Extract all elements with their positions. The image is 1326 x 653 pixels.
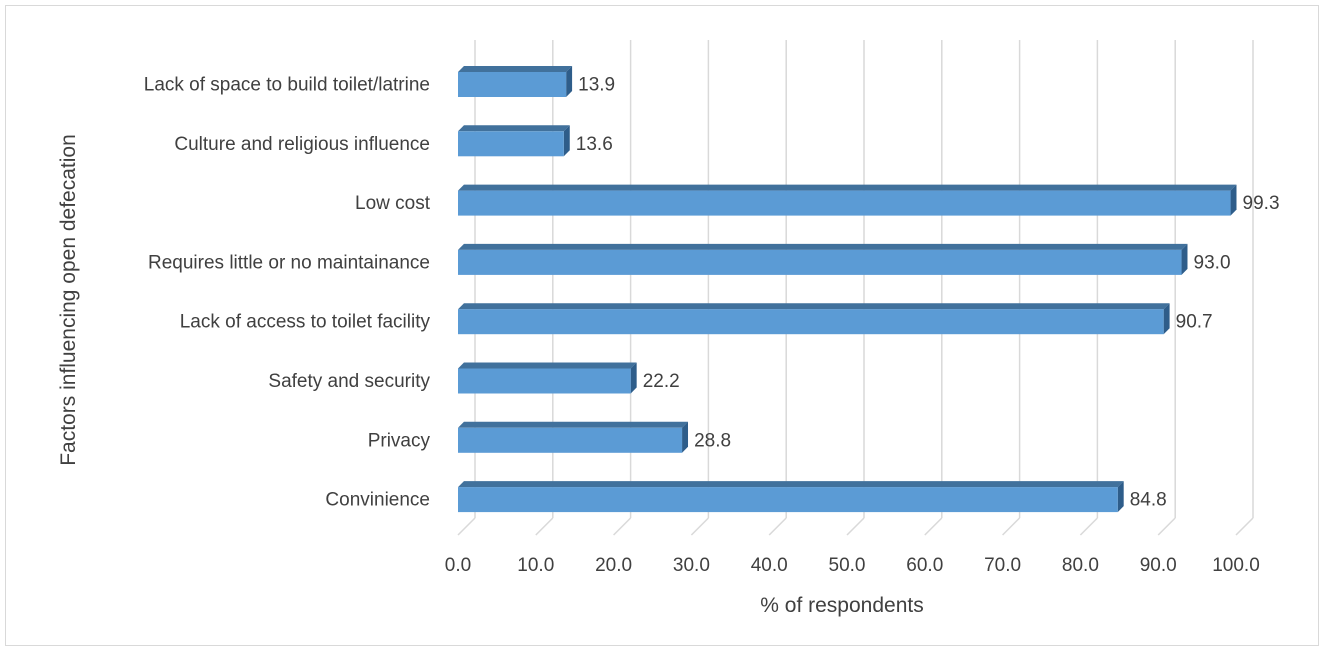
bar-front-face [458, 487, 1118, 513]
category-label: Low cost [355, 193, 431, 214]
floor-gridline [1079, 517, 1098, 536]
floor-gridline [613, 517, 632, 536]
value-label: 22.2 [643, 371, 680, 392]
bar-side-face [630, 362, 637, 394]
bar [458, 362, 637, 394]
bars [458, 66, 1237, 513]
category-label: Lack of space to build toilet/latrine [144, 75, 430, 96]
bar [458, 125, 570, 157]
bar-side-face [563, 125, 570, 157]
bar-front-face [458, 131, 564, 157]
bar-side-face [1181, 243, 1188, 275]
x-tick-label: 90.0 [1140, 555, 1177, 576]
value-label: 13.6 [576, 134, 613, 155]
x-tick-label: 30.0 [673, 555, 710, 576]
value-label: 93.0 [1194, 252, 1231, 273]
y-axis-title: Factors influencing open defecation [57, 134, 80, 466]
bar [458, 184, 1237, 216]
bar-side-face [566, 66, 573, 97]
bar-top-face [458, 184, 1237, 191]
bar-side-face [1117, 481, 1124, 513]
bar [458, 243, 1188, 275]
bar [458, 481, 1124, 513]
floor-gridline [535, 517, 554, 536]
bar-front-face [458, 427, 683, 453]
floor-gridline [1002, 517, 1021, 536]
x-tick-label: 10.0 [517, 555, 554, 576]
bar-top-face [458, 125, 570, 132]
bar-front-face [458, 72, 567, 97]
value-label: 90.7 [1176, 312, 1213, 333]
bar-side-face [1230, 184, 1237, 216]
bar-front-face [458, 249, 1182, 275]
x-tick-label: 40.0 [751, 555, 788, 576]
value-label: 13.9 [578, 75, 615, 96]
x-tick-label: 50.0 [829, 555, 866, 576]
bar-top-face [458, 303, 1170, 310]
floor-gridline [1235, 517, 1254, 536]
bar-top-face [458, 421, 689, 428]
bar-front-face [458, 309, 1164, 335]
floor-gridline [1157, 517, 1176, 536]
floor-gridline [924, 517, 943, 536]
category-label: Convinience [325, 490, 430, 511]
x-axis-title: % of respondents [760, 594, 923, 617]
x-tick-label: 70.0 [984, 555, 1021, 576]
bar-front-face [458, 190, 1231, 216]
bar [458, 421, 689, 453]
x-tick-label: 100.0 [1212, 555, 1260, 576]
floor-gridline [690, 517, 709, 536]
category-label: Safety and security [268, 371, 430, 392]
category-label: Privacy [368, 430, 431, 451]
category-label: Requires little or no maintainance [148, 252, 430, 273]
labels: 0.0 10.0 20.0 30.0 40.0 50.0 60.0 70.0 80.0 90.0 1… [144, 75, 1280, 576]
category-label: Culture and religious influence [174, 134, 430, 155]
category-label: Lack of access to toilet facility [180, 312, 431, 333]
floor-gridline [768, 517, 787, 536]
bar [458, 303, 1170, 335]
gridlines [457, 40, 1254, 536]
bar-front-face [458, 368, 631, 394]
bar [458, 66, 573, 97]
x-tick-label: 0.0 [445, 555, 471, 576]
x-tick-label: 60.0 [906, 555, 943, 576]
bar-side-face [1163, 303, 1170, 335]
floor-gridline [846, 517, 865, 536]
bar-top-face [458, 481, 1124, 488]
x-tick-label: 20.0 [595, 555, 632, 576]
bar-side-face [682, 421, 689, 453]
bar-top-face [458, 66, 573, 72]
value-label: 28.8 [694, 430, 731, 451]
bar-top-face [458, 362, 637, 369]
value-label: 99.3 [1243, 193, 1280, 214]
bar-top-face [458, 243, 1188, 250]
floor-gridline [457, 517, 476, 536]
value-label: 84.8 [1130, 490, 1167, 511]
x-tick-label: 80.0 [1062, 555, 1099, 576]
